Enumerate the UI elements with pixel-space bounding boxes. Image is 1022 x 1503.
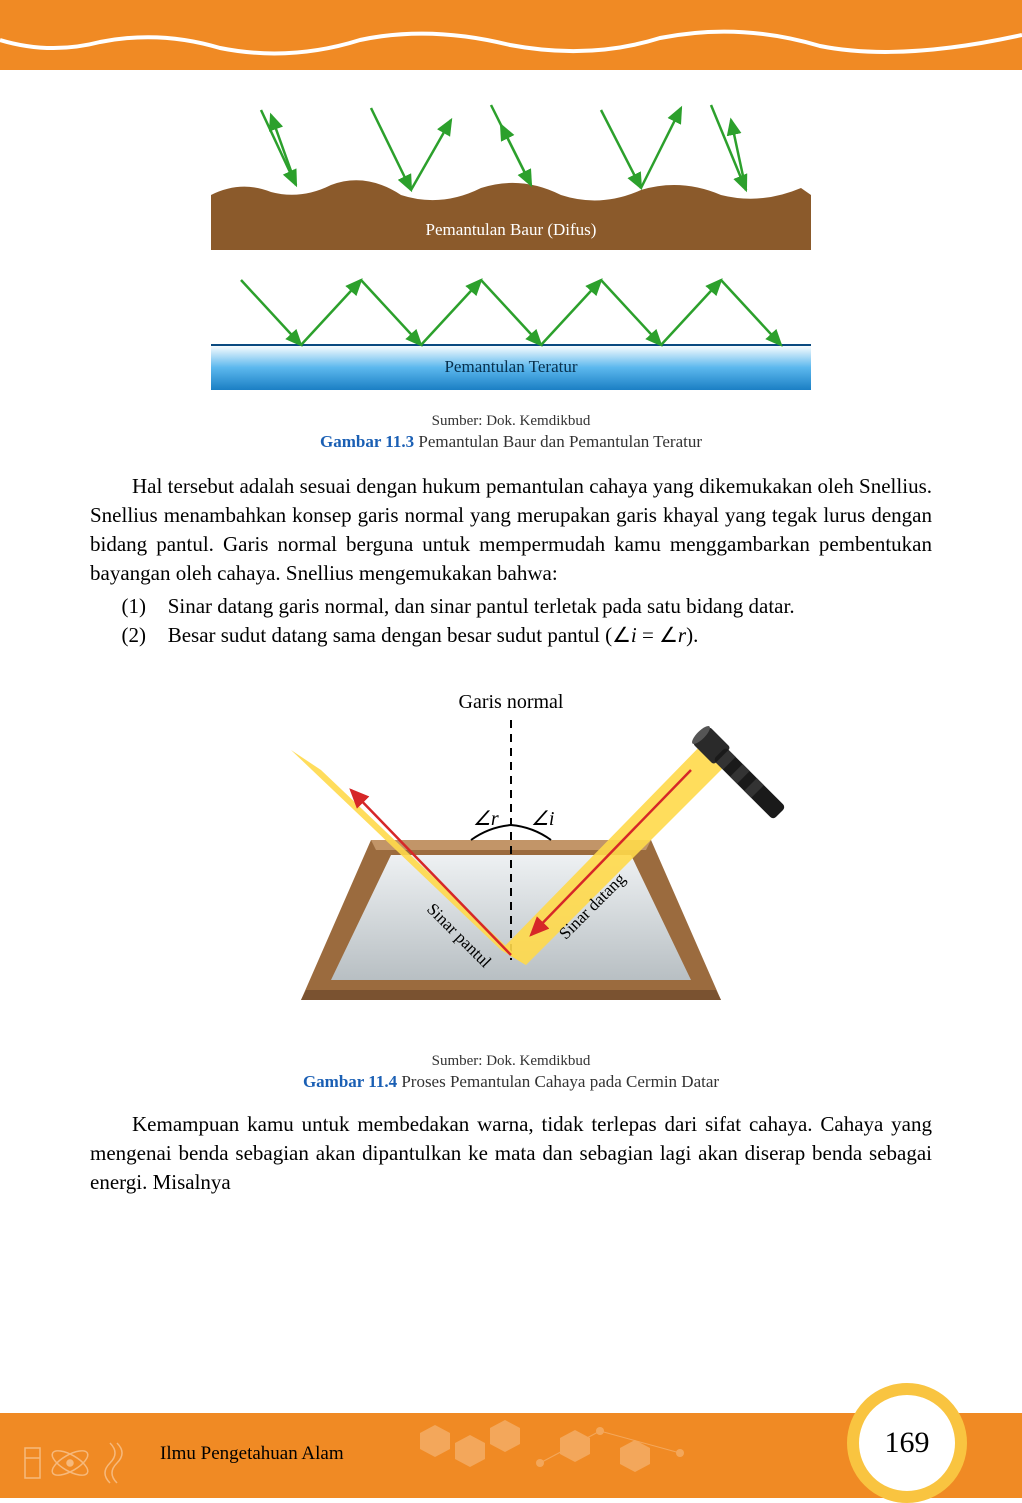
page-footer: Ilmu Pengetahuan Alam 169 — [0, 1413, 1022, 1498]
paragraph-1: Hal tersebut adalah sesuai dengan hukum … — [90, 472, 932, 588]
footer-subject-title: Ilmu Pengetahuan Alam — [160, 1443, 344, 1465]
list-item-1: (1) Sinar datang garis normal, dan sinar… — [122, 592, 933, 621]
figure-11-3-caption: Gambar 11.3 Pemantulan Baur dan Pemantul… — [90, 432, 932, 452]
figure-11-3-source: Sumber: Dok. Kemdikbud — [90, 413, 932, 430]
list-item-2: (2) Besar sudut datang sama dengan besar… — [122, 621, 933, 650]
page-header-banner — [0, 0, 1022, 70]
diffuse-rays — [261, 105, 746, 190]
angle-r-label: ∠r — [473, 808, 499, 830]
snellius-list: (1) Sinar datang garis normal, dan sinar… — [90, 592, 932, 650]
figure-11-4-caption: Gambar 11.4 Proses Pemantulan Cahaya pad… — [90, 1072, 932, 1092]
figure-11-3: Pemantulan Baur (Difus) Pemantulan Terat… — [90, 100, 932, 452]
regular-rays — [241, 280, 781, 345]
figure-11-4: Garis normal ∠r ∠i Sinar pantul Sinar da… — [90, 680, 932, 1092]
mirror-reflection-diagram: Garis normal ∠r ∠i Sinar pantul Sinar da… — [201, 680, 821, 1040]
regular-label: Pemantulan Teratur — [444, 357, 577, 376]
reflection-types-diagram: Pemantulan Baur (Difus) Pemantulan Terat… — [201, 100, 821, 400]
paragraph-2: Kemampuan kamu untuk membedakan warna, t… — [90, 1110, 932, 1197]
page-number-badge: 169 — [847, 1383, 967, 1503]
page-number: 169 — [885, 1426, 930, 1460]
normal-label: Garis normal — [459, 691, 564, 713]
page-content: Pemantulan Baur (Difus) Pemantulan Terat… — [0, 70, 1022, 1197]
figure-11-4-source: Sumber: Dok. Kemdikbud — [90, 1053, 932, 1070]
diffuse-label: Pemantulan Baur (Difus) — [426, 220, 597, 239]
angle-i-label: ∠i — [531, 808, 555, 830]
